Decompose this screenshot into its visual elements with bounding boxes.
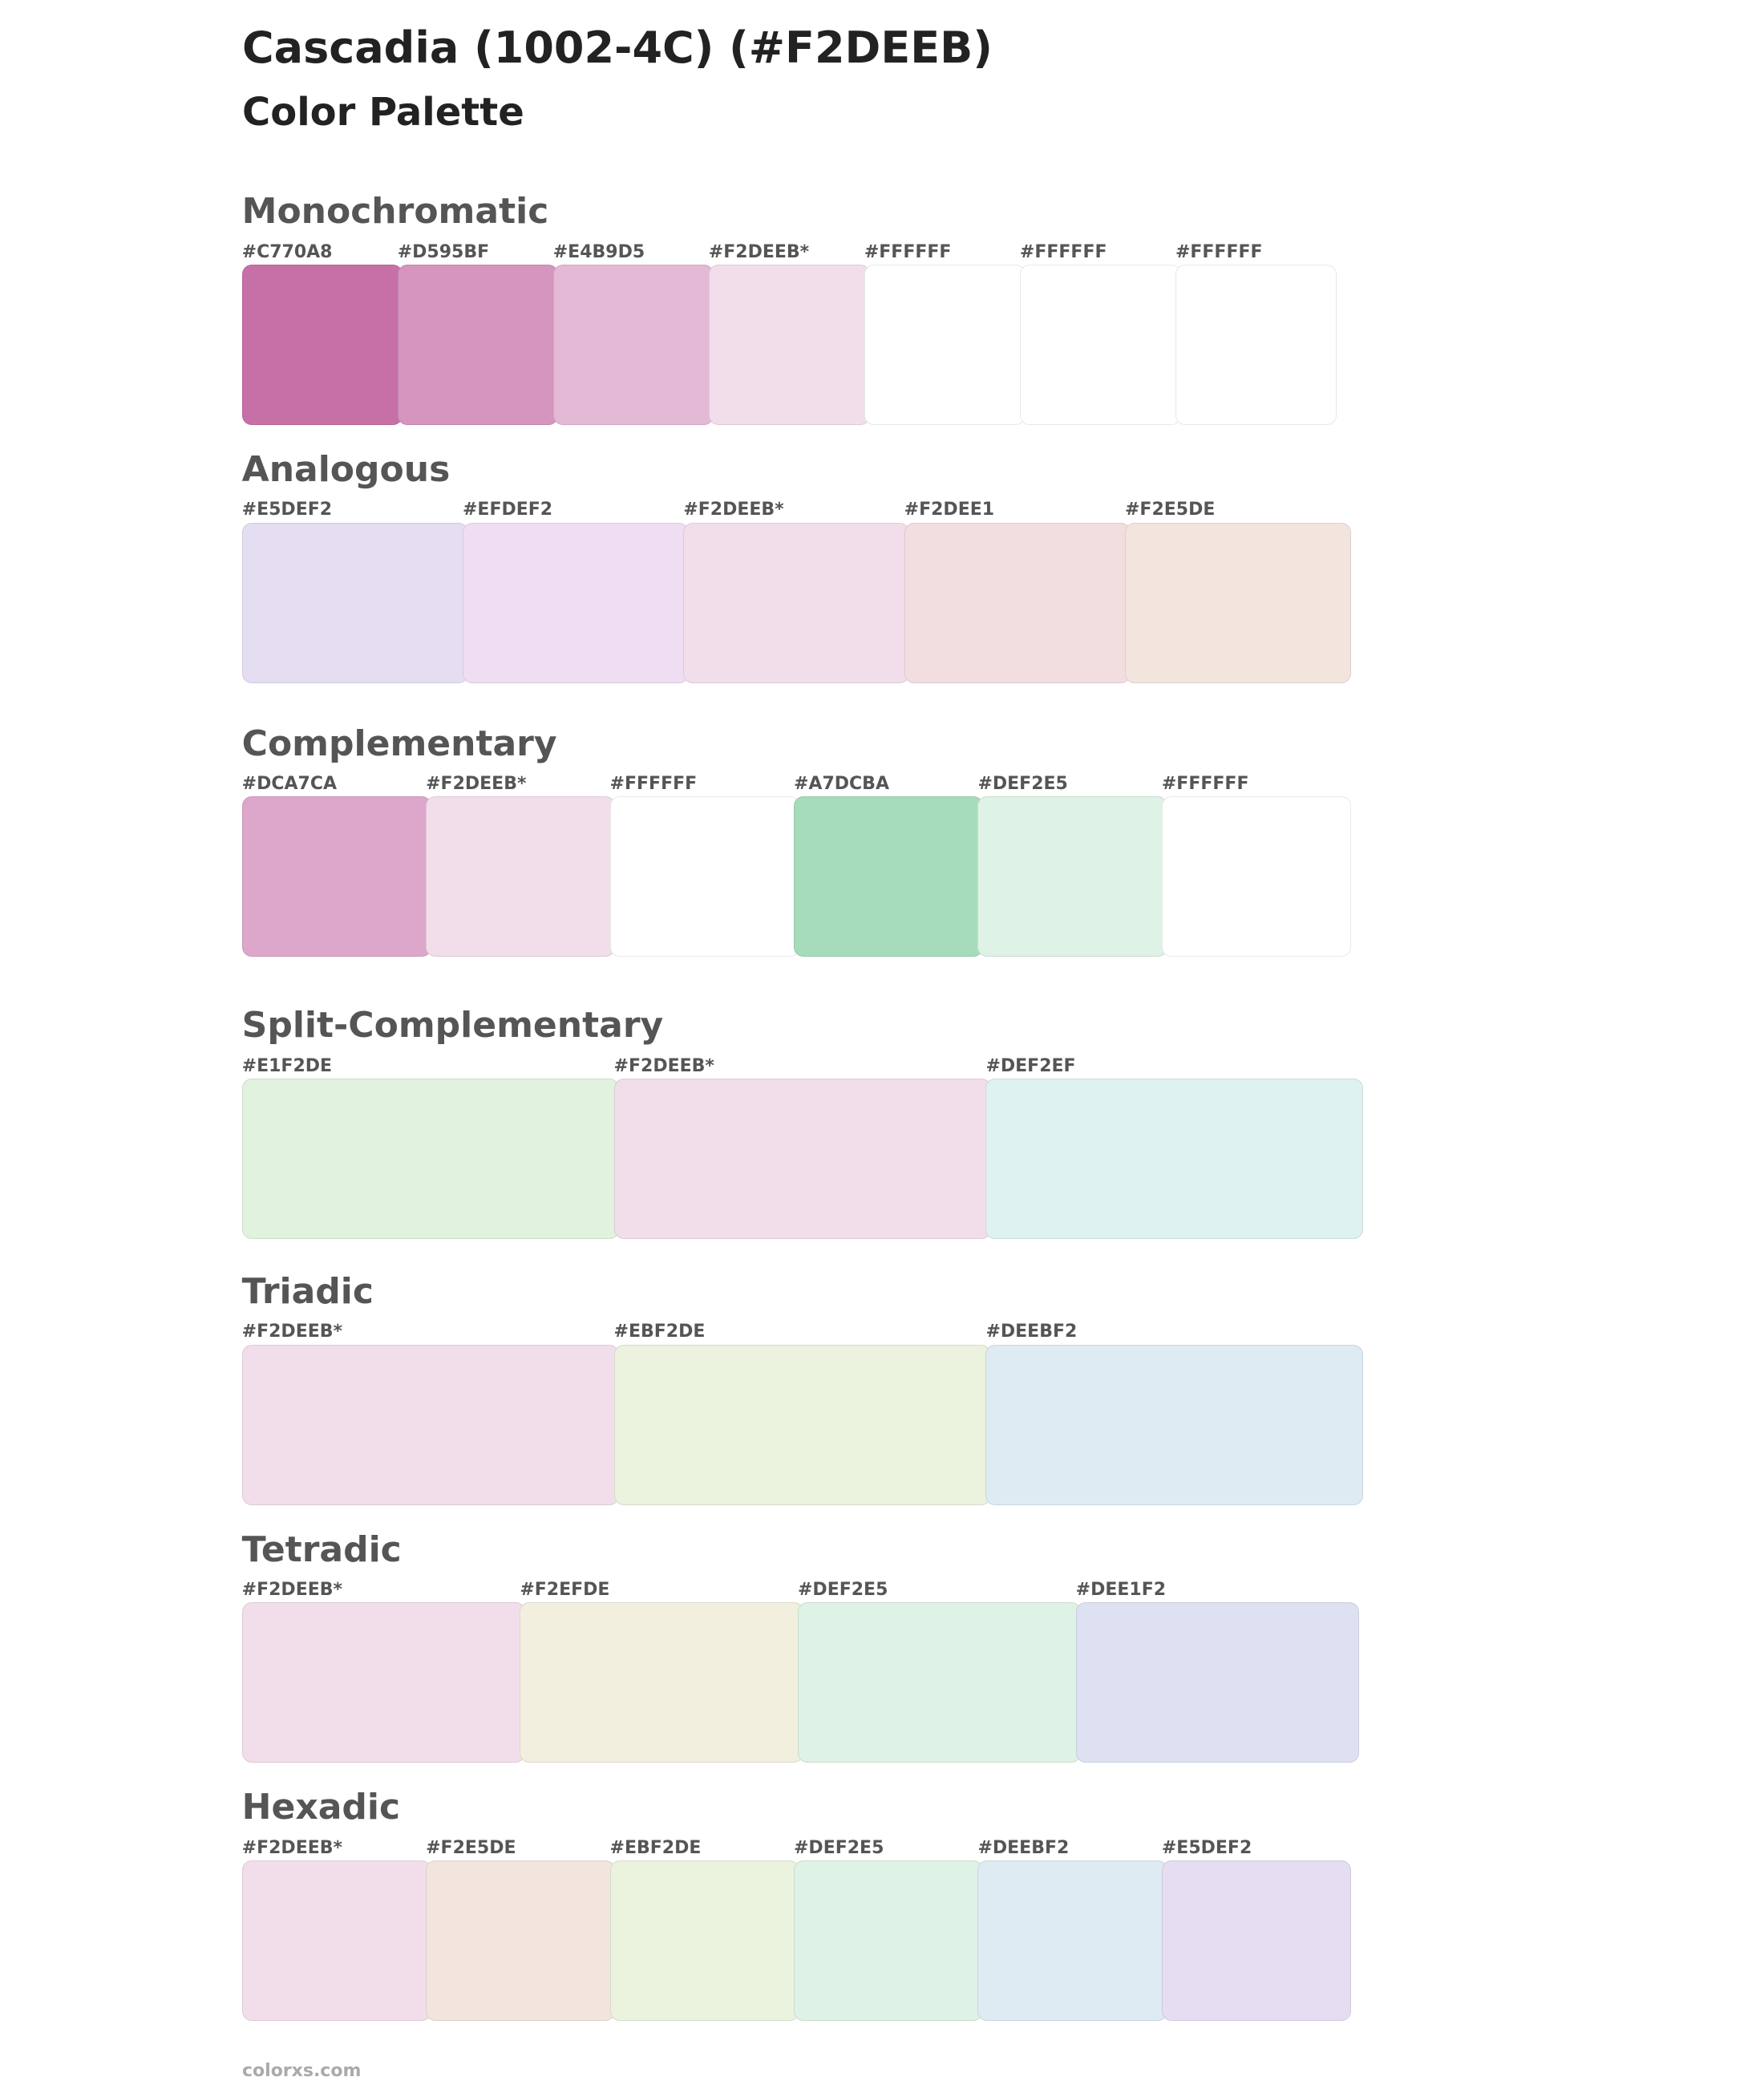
swatch-label: #E1F2DE [241,1055,333,1076]
swatch[interactable] [977,1860,1167,2021]
swatch-label: #F2DEE1 [904,500,995,520]
section-title: Analogous [241,449,451,490]
swatch[interactable] [1175,265,1337,425]
swatch[interactable] [241,265,403,425]
swatch-label: #F2DEEB* [708,241,810,262]
swatch-label: #C770A8 [241,241,333,262]
swatch-label: #F2DEEB* [241,1580,343,1600]
swatch-label: #D595BF [397,241,490,262]
swatch[interactable] [426,1860,616,2021]
swatch-label: #F2EFDE [520,1580,610,1600]
swatch-label: #FFFFFF [1161,774,1249,794]
swatch-label: #EFDEF2 [463,500,553,520]
swatch[interactable] [613,1344,992,1505]
swatch[interactable] [397,265,559,425]
swatch[interactable] [798,1602,1082,1763]
swatch-label: #DEEBF2 [985,1322,1078,1342]
swatch[interactable] [977,796,1167,957]
swatch-label: #FFFFFF [609,774,698,794]
swatch[interactable] [241,1344,620,1505]
swatch[interactable] [463,522,689,683]
swatch-label: #DCA7CA [241,774,338,794]
swatch-label: #E4B9D5 [552,241,645,262]
swatch-label: #F2E5DE [1125,500,1216,520]
section-title: Triadic [241,1271,374,1312]
swatch-label: #DEEBF2 [977,1837,1070,1858]
swatch-label: #DEF2EF [985,1055,1076,1076]
swatch[interactable] [1019,265,1181,425]
swatch-label: #F2DEEB* [241,1837,343,1858]
swatch-label: #DEF2E5 [977,774,1068,794]
footer[interactable]: colorxs.com [242,2061,362,2081]
swatch[interactable] [1125,522,1351,683]
swatch-label: #DEF2E5 [794,1837,884,1858]
swatch[interactable] [985,1079,1363,1239]
swatch[interactable] [1075,1602,1359,1763]
swatch[interactable] [904,522,1131,683]
swatch-label: #EBF2DE [609,1837,702,1858]
swatch[interactable] [683,522,910,683]
swatch-label: #A7DCBA [794,774,889,794]
swatch[interactable] [609,1860,799,2021]
swatch-label: #F2E5DE [426,1837,516,1858]
swatch-label: #DEE1F2 [1075,1580,1167,1600]
swatch-label: #F2DEEB* [241,1322,343,1342]
section-title: Split-Complementary [241,1005,664,1047]
swatch[interactable] [708,265,870,425]
section-title: Monochromatic [241,191,549,233]
swatch-label: #E5DEF2 [241,500,333,520]
swatch[interactable] [241,1602,525,1763]
page-subtitle: Color Palette [242,90,524,135]
section-title: Tetradic [241,1528,402,1570]
swatch[interactable] [426,796,616,957]
swatch[interactable] [613,1079,992,1239]
swatch-label: #FFFFFF [864,241,952,262]
swatch[interactable] [241,1860,431,2021]
swatch[interactable] [985,1344,1363,1505]
swatch[interactable] [1161,796,1351,957]
swatch[interactable] [794,1860,984,2021]
swatch-label: #FFFFFF [1019,241,1107,262]
swatch-label: #F2DEEB* [683,500,784,520]
swatch[interactable] [864,265,1026,425]
swatch[interactable] [794,796,984,957]
swatch[interactable] [1161,1860,1351,2021]
swatch[interactable] [520,1602,803,1763]
swatch-label: #F2DEEB* [613,1055,714,1076]
swatch-label: #F2DEEB* [426,774,527,794]
swatch-label: #FFFFFF [1175,241,1263,262]
section-title: Complementary [241,723,557,764]
swatch[interactable] [241,1079,620,1239]
swatch[interactable] [609,796,799,957]
swatch-label: #DEF2E5 [798,1580,888,1600]
swatch-label: #E5DEF2 [1161,1837,1252,1858]
section-title: Hexadic [241,1787,401,1828]
swatch[interactable] [241,796,431,957]
swatch-label: #EBF2DE [613,1322,706,1342]
swatch[interactable] [552,265,714,425]
page-title: Cascadia (1002-4C) (#F2DEEB) [242,22,993,73]
swatch[interactable] [241,522,468,683]
